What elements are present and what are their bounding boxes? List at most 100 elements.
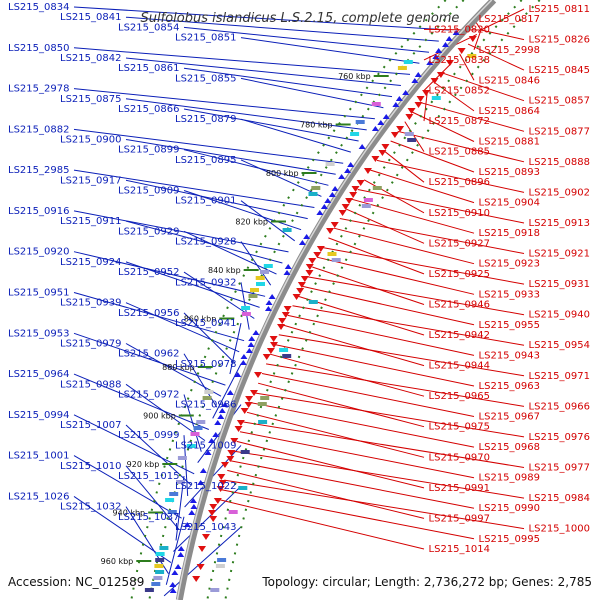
reverse-gene-label: LS215_0925 bbox=[429, 269, 490, 280]
reverse-label-connector bbox=[246, 411, 425, 458]
reverse-gene-feature bbox=[201, 534, 210, 540]
reverse-gene-feature bbox=[300, 276, 309, 282]
forward-gene-label: LS215_1037 bbox=[118, 512, 179, 523]
reverse-gene-feature bbox=[230, 438, 239, 444]
reverse-gene-label: LS215_0955 bbox=[479, 320, 540, 331]
forward-gene-label: LS215_0994 bbox=[8, 410, 69, 421]
reverse-gene-feature bbox=[349, 192, 358, 198]
reverse-gene-label: LS215_0902 bbox=[529, 187, 590, 198]
reverse-gene-feature bbox=[266, 348, 275, 354]
gene-block-feature bbox=[196, 420, 206, 424]
reverse-gene-label: LS215_0976 bbox=[529, 432, 590, 443]
reverse-label-connector bbox=[236, 440, 425, 489]
reverse-label-connector bbox=[328, 237, 425, 275]
forward-gene-label: LS215_0895 bbox=[175, 155, 236, 166]
reverse-label-connector bbox=[411, 111, 475, 142]
forward-gene-feature bbox=[344, 168, 352, 173]
tick-label: 800 kbp bbox=[266, 169, 299, 178]
reverse-gene-label: LS215_0931 bbox=[529, 279, 590, 290]
reverse-gene-label: LS215_1000 bbox=[529, 524, 590, 535]
reverse-gene-label: LS215_0995 bbox=[479, 534, 540, 545]
gene-labels: LS215_0834LS215_0841LS215_0854LS215_0851… bbox=[8, 2, 590, 555]
forward-gene-label: LS215_0854 bbox=[118, 22, 179, 33]
gene-block-feature bbox=[159, 546, 169, 550]
forward-gene-label: LS215_0964 bbox=[8, 369, 69, 380]
gene-block-feature bbox=[350, 132, 360, 136]
gene-block-feature bbox=[256, 282, 265, 286]
gene-block-feature bbox=[144, 588, 154, 592]
reverse-gene-label: LS215_0989 bbox=[479, 473, 540, 484]
reverse-label-connector bbox=[345, 208, 425, 244]
forward-gene-label: LS215_1026 bbox=[8, 491, 69, 502]
forward-label-connector bbox=[125, 16, 439, 42]
tick-label: 840 kbp bbox=[208, 266, 241, 275]
gene-block-feature bbox=[260, 396, 270, 400]
gene-block-feature bbox=[202, 396, 212, 400]
gene-block-feature bbox=[279, 348, 289, 352]
gene-block-feature bbox=[355, 120, 365, 124]
reverse-gene-feature bbox=[416, 96, 425, 102]
reverse-label-connector bbox=[357, 189, 525, 224]
forward-gene-label: LS215_0841 bbox=[60, 12, 121, 23]
reverse-gene-feature bbox=[445, 60, 454, 66]
reverse-gene-feature bbox=[234, 426, 243, 432]
reverse-gene-label: LS215_0942 bbox=[429, 330, 490, 341]
forward-label-connector bbox=[240, 159, 322, 197]
forward-gene-label: LS215_0978 bbox=[175, 359, 236, 370]
forward-gene-label: LS215_0962 bbox=[118, 349, 179, 360]
forward-label-connector bbox=[73, 6, 450, 31]
reverse-label-connector bbox=[434, 82, 475, 112]
forward-gene-feature bbox=[234, 372, 242, 377]
forward-gene-label: LS215_1015 bbox=[118, 471, 179, 482]
forward-gene-feature bbox=[208, 438, 216, 443]
reverse-label-connector bbox=[227, 469, 425, 519]
forward-gene-label: LS215_0953 bbox=[8, 328, 69, 339]
reverse-gene-label: LS215_0944 bbox=[429, 361, 490, 372]
reverse-gene-feature bbox=[281, 312, 290, 318]
forward-gene-feature bbox=[247, 342, 255, 347]
backbone-arc bbox=[175, 0, 497, 600]
forward-label-connector bbox=[175, 475, 185, 541]
reverse-gene-feature bbox=[305, 264, 314, 270]
forward-label-connector bbox=[183, 271, 255, 319]
reverse-gene-feature bbox=[240, 408, 249, 414]
reverse-label-connector bbox=[370, 169, 475, 204]
map-title: Sulfolobus islandicus L.S.2.15, complete… bbox=[141, 11, 460, 26]
forward-label-connector bbox=[183, 230, 277, 275]
tick-label: 960 kbp bbox=[101, 557, 134, 566]
forward-label-connector bbox=[125, 220, 283, 264]
forward-gene-feature bbox=[426, 60, 434, 65]
reverse-label-connector bbox=[322, 247, 525, 285]
reverse-gene-label: LS215_0910 bbox=[429, 208, 490, 219]
forward-label-connector bbox=[125, 465, 180, 530]
forward-gene-feature bbox=[395, 96, 403, 101]
forward-label-connector bbox=[125, 98, 367, 131]
forward-label-connector bbox=[125, 506, 169, 574]
forward-gene-feature bbox=[189, 498, 197, 503]
gene-block-feature bbox=[241, 312, 251, 316]
reverse-label-connector bbox=[307, 276, 525, 316]
forward-gene-label: LS215_0956 bbox=[118, 308, 179, 319]
reverse-label-connector bbox=[224, 479, 525, 530]
forward-gene-feature bbox=[240, 354, 248, 359]
reverse-gene-feature bbox=[371, 156, 380, 162]
gene-block-feature bbox=[248, 294, 258, 298]
forward-label-connector bbox=[73, 210, 289, 253]
gene-block-feature bbox=[167, 510, 177, 514]
forward-gene-feature bbox=[442, 42, 450, 47]
reverse-gene-label: LS215_0918 bbox=[479, 228, 540, 239]
position-ticks: 760 kbp 780 kbp 800 kbp 820 kbp 840 kbp 860 k… bbox=[101, 72, 389, 566]
gene-block-feature bbox=[308, 300, 318, 304]
forward-gene-feature bbox=[320, 204, 328, 209]
gene-block-feature bbox=[404, 132, 414, 136]
dotted-track-1 bbox=[148, 0, 465, 600]
forward-gene-feature bbox=[248, 336, 256, 341]
reverse-gene-label: LS215_0990 bbox=[479, 503, 540, 514]
gene-block-feature bbox=[153, 576, 163, 580]
reverse-label-connector bbox=[301, 285, 475, 326]
dotted-guide-tracks bbox=[130, 0, 541, 600]
gene-block-feature bbox=[190, 432, 200, 436]
forward-gene-feature bbox=[177, 546, 185, 551]
gene-block-feature bbox=[165, 498, 175, 502]
forward-label-connector bbox=[165, 516, 185, 585]
